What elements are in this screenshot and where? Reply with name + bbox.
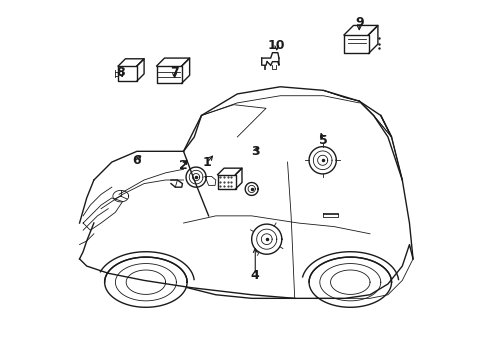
Text: 3: 3 [250,145,259,158]
Text: 8: 8 [116,66,125,79]
Text: 5: 5 [318,134,327,147]
Text: 6: 6 [132,154,141,167]
Text: 9: 9 [354,16,363,29]
Text: 7: 7 [170,66,179,79]
Text: 1: 1 [202,156,211,169]
Text: 4: 4 [250,269,259,282]
Text: 10: 10 [267,39,285,52]
Text: 2: 2 [179,159,187,172]
